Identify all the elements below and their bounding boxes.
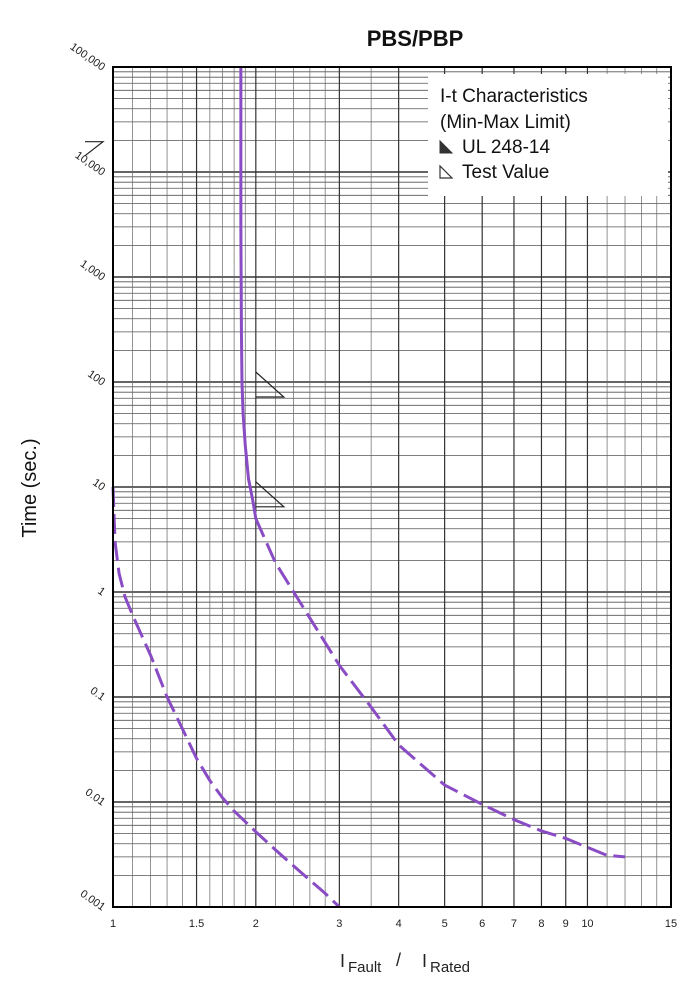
x-tick-label: 9 [563, 918, 569, 930]
y-tick-label: 0.1 [88, 685, 107, 704]
ul-limit-marker [255, 481, 286, 508]
y-tick-label: 10,000 [73, 149, 107, 178]
x-tick-label: 1 [110, 918, 116, 930]
x-tick-label: 7 [511, 918, 517, 930]
x-label-separator: / [396, 950, 401, 970]
y-tick-label: 0.01 [83, 786, 107, 808]
x-axis-label: I Fault / I Rated [340, 950, 470, 976]
grid [112, 66, 672, 908]
series-curves [111, 67, 626, 909]
ul-limit-marker [255, 371, 286, 398]
x-tick-label: 4 [396, 918, 402, 930]
x-tick-label: 2 [253, 918, 259, 930]
x-tick-label: 3 [336, 918, 342, 930]
y-tick-label: 100,000 [68, 41, 107, 74]
plot-frame [112, 66, 672, 908]
legend-entry-test-label: Test Value [462, 162, 549, 183]
y-tick-labels: 100,000 10,000 1,000 100 10 1 0.1 0.01 0.001 [68, 41, 107, 914]
time-current-curve-dashed [254, 517, 626, 859]
y-tick-label: 100 [85, 368, 107, 388]
x-tick-label: 5 [442, 918, 448, 930]
time-current-curve-dashed [111, 486, 341, 909]
y-tick-label: 0.001 [78, 888, 107, 914]
filled-triangle-icon [439, 139, 454, 154]
legend-box [428, 74, 668, 196]
ul-limit-marker [84, 141, 105, 157]
x-tick-label: 10 [581, 918, 593, 930]
chart-title: PBS/PBP [367, 26, 464, 51]
x-tick-label: 1.5 [189, 918, 204, 930]
x-tick-label: 15 [665, 918, 677, 930]
x-label-rated: Rated [430, 959, 470, 976]
x-label-bar-fault: I [340, 951, 345, 971]
y-tick-label: 1 [95, 585, 107, 598]
limit-markers [84, 141, 286, 508]
y-tick-label: 10 [90, 477, 107, 494]
legend-entry-ul-label: UL 248-14 [462, 137, 550, 158]
x-label-bar-rated: I [422, 951, 427, 971]
time-current-curve-solid [239, 67, 258, 519]
y-axis-label: Time (sec.) [19, 438, 41, 537]
x-tick-label: 6 [479, 918, 485, 930]
y-tick-label: 1,000 [78, 258, 107, 284]
x-label-fault: Fault [348, 959, 382, 976]
x-tick-label: 8 [538, 918, 544, 930]
legend: I-t Characteristics (Min-Max Limit) UL 2… [428, 74, 668, 196]
x-tick-labels: 1 1.5 2 3 4 5 6 7 8 9 10 15 [110, 918, 677, 930]
legend-title-line-2: (Min-Max Limit) [440, 112, 571, 133]
open-triangle-icon [439, 164, 454, 179]
legend-title-line-1: I-t Characteristics [440, 86, 588, 107]
